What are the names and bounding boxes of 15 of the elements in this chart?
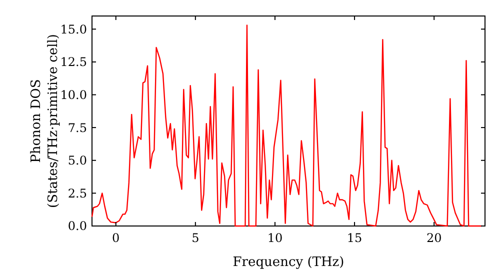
x-tick-label: 10 — [267, 231, 283, 245]
line-series — [91, 24, 482, 227]
y-tick-label: 15.0 — [60, 22, 87, 36]
y-axis-title: Phonon DOS (States/THz·primitive cell) — [29, 34, 61, 208]
y-tick-label: 7.5 — [68, 120, 87, 135]
y-tick-label: 0.0 — [68, 219, 87, 234]
y-tick-label: 12.5 — [60, 55, 87, 70]
x-tick-label: 0 — [112, 231, 120, 245]
y-tick-label: 10.0 — [60, 88, 87, 102]
x-tick-label: 15 — [346, 231, 362, 245]
y-tick-label: 2.5 — [68, 186, 87, 200]
x-tick-label: 20 — [426, 231, 442, 245]
x-tick-label: 5 — [192, 231, 200, 245]
x-axis-title: Frequency (THz) — [232, 255, 344, 270]
y-tick-label: 5.0 — [68, 154, 87, 168]
